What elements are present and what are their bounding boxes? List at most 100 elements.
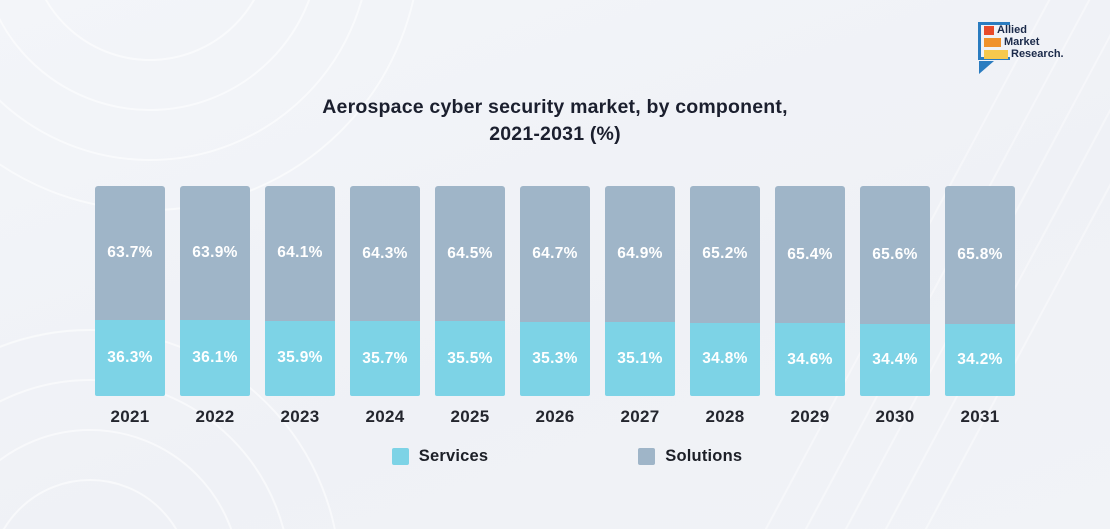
solutions-swatch xyxy=(638,448,656,465)
bar-segment-solutions: 64.7% xyxy=(520,186,590,322)
x-axis-label: 2021 xyxy=(110,407,150,426)
logo-text-research: Research. xyxy=(1011,48,1064,60)
services-swatch xyxy=(391,448,409,465)
bar-value-label: 64.3% xyxy=(362,244,408,262)
legend-label-services: Services xyxy=(418,447,489,465)
bar-stack: 64.7% 35.3% xyxy=(520,186,590,396)
bar-stack: 65.6% 34.4% xyxy=(860,186,930,396)
bar-column: 64.7% 35.3% 2026 xyxy=(520,186,590,427)
bar-value-label: 36.1% xyxy=(192,349,238,367)
bar-column: 64.5% 35.5% 2025 xyxy=(435,186,505,427)
bar-stack: 65.8% 34.2% xyxy=(945,186,1015,396)
legend-label-solutions: Solutions xyxy=(665,447,743,465)
logo-row: Market xyxy=(984,37,1064,48)
bar-value-label: 65.6% xyxy=(872,245,918,263)
logo-orange-bar xyxy=(984,38,1001,47)
x-axis-label: 2022 xyxy=(195,407,235,426)
bar-stack: 63.9% 36.1% xyxy=(180,186,250,396)
legend-item-services: Services xyxy=(391,447,489,466)
bar-column: 63.7% 36.3% 2021 xyxy=(95,186,165,427)
bar-value-label: 34.8% xyxy=(702,350,748,368)
allied-market-research-logo: Allied Market Research. xyxy=(978,20,1070,74)
bar-value-label: 64.1% xyxy=(277,244,323,262)
bar-segment-services: 34.8% xyxy=(690,322,760,396)
chart-title-line2: 2021-2031 (%) xyxy=(489,122,621,145)
bar-value-label: 35.3% xyxy=(532,349,578,367)
bar-segment-solutions: 65.8% xyxy=(945,186,1015,325)
bar-column: 65.4% 34.6% 2029 xyxy=(775,186,845,427)
bar-value-label: 65.4% xyxy=(787,245,833,263)
logo-bubble-tail xyxy=(979,61,994,74)
logo-row: Research. xyxy=(984,49,1064,60)
logo-text-market: Market xyxy=(1004,36,1040,48)
bar-value-label: 35.9% xyxy=(277,349,323,367)
bar-value-label: 35.7% xyxy=(362,349,408,367)
bar-value-label: 63.9% xyxy=(192,244,238,262)
bar-segment-solutions: 63.7% xyxy=(95,186,165,320)
bar-segment-solutions: 65.6% xyxy=(860,186,930,324)
bar-value-label: 63.7% xyxy=(107,243,153,261)
bar-segment-solutions: 64.9% xyxy=(605,186,675,323)
bar-segment-solutions: 65.4% xyxy=(775,186,845,324)
bar-segment-solutions: 64.1% xyxy=(265,186,335,321)
bar-value-label: 64.9% xyxy=(617,245,663,263)
chart-title: Aerospace cyber security market, by comp… xyxy=(0,94,1110,148)
bar-segment-services: 34.4% xyxy=(860,323,930,396)
chart-legend: Services Solutions xyxy=(0,447,1110,466)
bar-value-label: 35.5% xyxy=(447,349,493,367)
bar-segment-services: 34.2% xyxy=(945,324,1015,396)
bar-value-label: 36.3% xyxy=(107,348,153,366)
bar-segment-services: 36.1% xyxy=(180,320,250,396)
bar-segment-services: 35.1% xyxy=(605,322,675,396)
bar-value-label: 34.6% xyxy=(787,350,833,368)
bar-stack: 64.3% 35.7% xyxy=(350,186,420,396)
bar-segment-services: 35.3% xyxy=(520,321,590,396)
bar-column: 64.3% 35.7% 2024 xyxy=(350,186,420,427)
bar-value-label: 34.2% xyxy=(957,351,1003,369)
bar-segment-solutions: 64.5% xyxy=(435,186,505,322)
x-axis-label: 2027 xyxy=(620,407,660,426)
bar-segment-services: 36.3% xyxy=(95,319,165,396)
bar-chart: 63.7% 36.3% 2021 63.9% 36.1% 2022 64.1% 35.9% 20… xyxy=(0,186,1110,427)
bar-segment-services: 34.6% xyxy=(775,323,845,396)
bar-stack: 64.1% 35.9% xyxy=(265,186,335,396)
bar-column: 63.9% 36.1% 2022 xyxy=(180,186,250,427)
bar-value-label: 64.5% xyxy=(447,244,493,262)
x-axis-label: 2031 xyxy=(960,407,1000,426)
bar-value-label: 34.4% xyxy=(872,350,918,368)
bar-column: 65.8% 34.2% 2031 xyxy=(945,186,1015,427)
x-axis-label: 2029 xyxy=(790,407,830,426)
x-axis-label: 2024 xyxy=(365,407,405,426)
bar-segment-solutions: 65.2% xyxy=(690,186,760,323)
bar-column: 65.2% 34.8% 2028 xyxy=(690,186,760,427)
logo-text-allied: Allied xyxy=(997,24,1027,36)
bar-stack: 63.7% 36.3% xyxy=(95,186,165,396)
x-axis-label: 2026 xyxy=(535,407,575,426)
logo-row: Allied xyxy=(984,25,1064,36)
logo-yellow-bar xyxy=(984,50,1008,59)
x-axis-label: 2030 xyxy=(875,407,915,426)
bar-column: 64.9% 35.1% 2027 xyxy=(605,186,675,427)
bar-column: 65.6% 34.4% 2030 xyxy=(860,186,930,427)
bar-column: 64.1% 35.9% 2023 xyxy=(265,186,335,427)
x-axis-label: 2023 xyxy=(280,407,320,426)
bar-stack: 65.2% 34.8% xyxy=(690,186,760,396)
bar-value-label: 65.8% xyxy=(957,246,1003,264)
legend-item-solutions: Solutions xyxy=(638,447,742,466)
bar-segment-services: 35.7% xyxy=(350,321,420,396)
bar-segment-solutions: 64.3% xyxy=(350,186,420,322)
x-axis-label: 2025 xyxy=(450,407,490,426)
bar-value-label: 35.1% xyxy=(617,350,663,368)
chart-title-line1: Aerospace cyber security market, by comp… xyxy=(322,96,788,118)
bar-value-label: 64.7% xyxy=(532,244,578,262)
logo-red-bar xyxy=(984,26,994,35)
bar-stack: 64.5% 35.5% xyxy=(435,186,505,396)
bar-value-label: 65.2% xyxy=(702,245,748,263)
bar-segment-solutions: 63.9% xyxy=(180,186,250,321)
bar-stack: 65.4% 34.6% xyxy=(775,186,845,396)
bar-segment-services: 35.5% xyxy=(435,321,505,396)
bar-stack: 64.9% 35.1% xyxy=(605,186,675,396)
x-axis-label: 2028 xyxy=(705,407,745,426)
bar-segment-services: 35.9% xyxy=(265,320,335,396)
